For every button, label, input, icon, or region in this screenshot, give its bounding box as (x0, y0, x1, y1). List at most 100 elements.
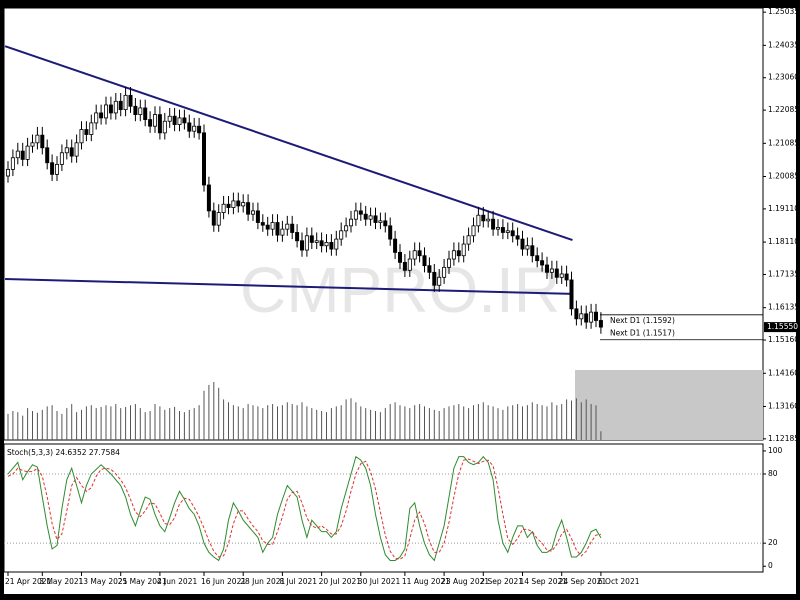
candle-body (59, 152, 64, 165)
candle-body (412, 250, 417, 260)
candle-body (10, 157, 15, 170)
candle-body (128, 94, 133, 107)
candle-body (324, 242, 329, 247)
x-tick-label: 11 Aug 2021 (402, 577, 450, 586)
candle-body (348, 218, 353, 227)
candle-body (20, 150, 25, 160)
candle-body (55, 163, 60, 175)
x-tick-label: 23 Aug 2021 (441, 577, 489, 586)
candle-body (255, 210, 260, 223)
candle-body (182, 117, 187, 124)
indicator-line (7, 458, 601, 560)
trendline (5, 277, 573, 295)
candle-body (432, 271, 437, 286)
candle-body (353, 210, 358, 220)
candle-body (520, 238, 525, 250)
candle-body (45, 147, 50, 164)
candle-body (554, 268, 559, 278)
candle-body (138, 107, 143, 115)
candle-body (94, 112, 99, 124)
candle-body (152, 114, 157, 127)
candle-body (197, 125, 202, 134)
candle-body (314, 240, 319, 243)
x-tick-label: 2 Sep 2021 (480, 577, 523, 586)
candle-body (486, 218, 491, 222)
candle-body (231, 200, 236, 208)
candle-body (598, 320, 603, 328)
candle-body (446, 258, 451, 268)
candle-body (442, 266, 447, 278)
candle-body (275, 222, 280, 236)
candle-body (319, 240, 324, 247)
candle-body (35, 134, 40, 144)
candle-body (515, 235, 520, 240)
x-tick-label: 25 May 2021 (118, 577, 167, 586)
candle-body (143, 107, 148, 120)
x-tick-label: 3 May 2021 (39, 577, 83, 586)
candle-body (491, 218, 496, 230)
candle-body (250, 210, 255, 215)
candle-body (15, 150, 20, 159)
candle-body (407, 258, 412, 271)
candle-body (118, 100, 123, 111)
candle-body (456, 250, 461, 257)
candle-body (108, 104, 113, 114)
candle-body (451, 250, 456, 260)
candle-body (133, 105, 138, 115)
candle-body (378, 220, 383, 223)
ind-y-tick-label: 80 (768, 469, 778, 478)
candle-body (471, 225, 476, 237)
candle-body (148, 119, 153, 127)
candle-body (211, 210, 216, 226)
candle-body (113, 100, 118, 114)
candle-body (74, 142, 79, 157)
candle-body (280, 228, 285, 236)
indicator-line (7, 455, 602, 562)
candle-body (221, 203, 226, 213)
candle-body (559, 273, 564, 278)
candle-body (25, 145, 30, 160)
candle-body (329, 242, 334, 250)
candle-body (192, 125, 197, 132)
candle-body (476, 214, 481, 227)
candle-body (265, 224, 270, 230)
candle-body (241, 202, 246, 207)
candle-body (481, 214, 486, 222)
candle-body (50, 162, 55, 175)
y-tick-label: 1.17135 (768, 269, 799, 278)
x-tick-label: 8 Jul 2021 (279, 577, 317, 586)
ind-y-tick-label: 0 (768, 561, 773, 570)
candle-body (422, 255, 427, 267)
candle-body (339, 230, 344, 240)
candle-body (461, 243, 466, 257)
candle-body (594, 311, 599, 321)
candle-body (584, 313, 589, 323)
y-tick-label: 1.18110 (768, 237, 799, 246)
candle-body (260, 222, 265, 226)
background (4, 8, 796, 594)
indicator-title: Stoch(5,3,3) 24.6352 27.7584 (7, 448, 120, 457)
candle-body (579, 313, 584, 320)
candle-body (84, 129, 89, 135)
candle-body (535, 255, 540, 262)
candle-body (30, 142, 35, 147)
candle-body (236, 200, 241, 207)
candle-body (589, 311, 594, 323)
candle-body (495, 227, 500, 230)
candle-body (569, 279, 574, 310)
x-tick-label: 4 Jun 2021 (157, 577, 198, 586)
candle-body (393, 238, 398, 253)
y-tick-label: 1.24035 (768, 40, 799, 49)
x-tick-label: 14 Sep 2021 (520, 577, 568, 586)
x-tick-label: 20 Jul 2021 (319, 577, 362, 586)
candle-body (397, 251, 402, 263)
ind-y-tick-label: 100 (768, 446, 783, 455)
candle-body (388, 225, 393, 240)
price-panel (3, 7, 764, 441)
y-tick-label: 1.13160 (768, 401, 799, 410)
candle-body (285, 223, 290, 230)
candle-body (177, 117, 182, 125)
price-tag-label: 1.15550 (767, 322, 798, 331)
candle-body (574, 308, 579, 320)
candle-body (290, 223, 295, 233)
